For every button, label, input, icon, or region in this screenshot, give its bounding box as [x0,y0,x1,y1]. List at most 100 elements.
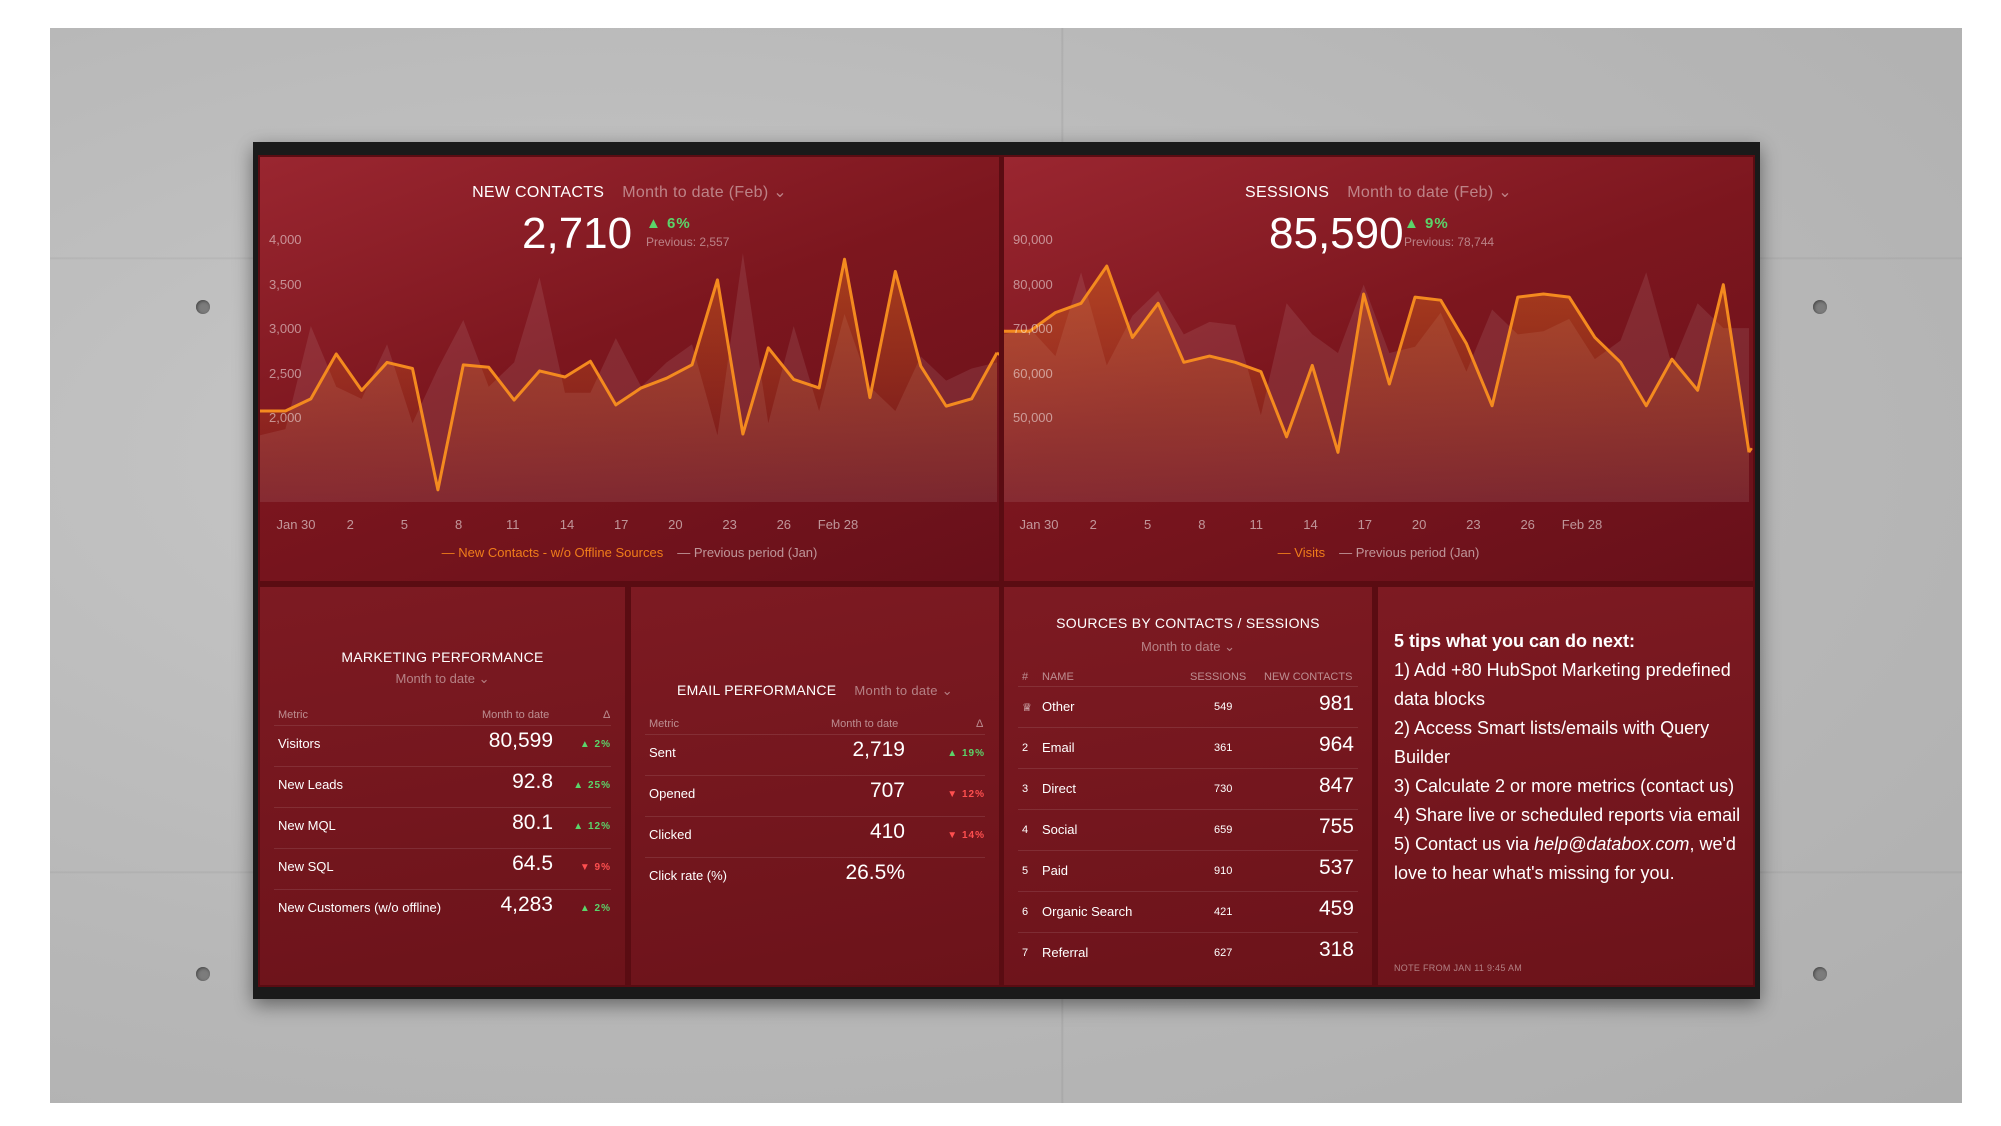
metric-label: Opened [649,786,696,801]
metric-delta: ▲ 25% [573,780,611,791]
sessions-legend: — Visits — Previous period (Jan) [1004,545,1753,560]
arrow-up-icon: ▲ [1404,215,1420,232]
table-row[interactable]: Visitors 80,599 ▲ 2% [274,725,611,767]
table-row[interactable]: New Leads 92.8 ▲ 25% [274,766,611,808]
rank-number: 4 [1022,824,1029,836]
period-label: Month to date (Feb) [622,184,769,201]
wall-hole [196,300,210,314]
email-header: EMAIL PERFORMANCE Month to date ⌄ [631,682,999,699]
sessions-delta-value: 9% [1425,215,1449,232]
metric-value: 80,599 [488,729,553,752]
y-tick-label: 50,000 [1013,410,1053,425]
source-new-contacts: 459 [1318,897,1354,920]
table-row[interactable]: New SQL 64.5 ▼ 9% [274,848,611,890]
source-new-contacts: 981 [1318,692,1354,715]
rank-number: 5 [1022,865,1029,877]
current-series-line [260,257,999,492]
metric-value: 410 [869,820,905,843]
x-tick-label: 11 [506,517,520,532]
y-tick-label: 4,000 [269,232,302,247]
tip-5-suffix: , we'd love to hear what's missing for y… [1394,834,1736,883]
sessions-value: 85,590 [1269,209,1404,258]
metric-value: 707 [869,779,905,802]
source-new-contacts: 755 [1318,815,1354,838]
metric-label: Clicked [649,827,692,842]
source-new-contacts: 537 [1318,856,1354,879]
table-row[interactable]: New Customers (w/o offline) 4,283 ▲ 2% [274,889,611,931]
metric-value: 80.1 [512,811,553,834]
table-row[interactable]: Sent 2,719 ▲ 19% [645,734,985,776]
col-delta: Δ [603,709,611,721]
metric-delta: ▼ 12% [947,789,985,800]
legend-item-previous: — Previous period (Jan) [677,545,818,560]
source-new-contacts: 318 [1318,938,1354,961]
x-tick-label: 8 [454,517,463,532]
period-selector[interactable]: Month to date (Feb) ⌄ [1347,184,1512,201]
tip-5-prefix: 5) Contact us via [1394,834,1535,854]
table-row[interactable]: 7 Referral 627 318 [1018,932,1358,974]
x-tick-label: Jan 30 [276,517,316,532]
x-tick-label: 14 [1303,517,1318,532]
support-email-link[interactable]: help@databox.com [1534,834,1690,854]
source-sessions: 549 [1214,701,1233,713]
table-row[interactable]: 6 Organic Search 421 459 [1018,891,1358,933]
y-tick-label: 3,500 [269,276,302,292]
metric-label: New MQL [278,818,336,833]
tip-2: 2) Access Smart lists/emails with Query … [1394,718,1710,767]
x-tick-label: 11 [1249,517,1263,532]
rank-number: 3 [1022,783,1029,795]
email-title: EMAIL PERFORMANCE [677,682,837,698]
table-row[interactable]: Click rate (%) 26.5% [645,857,985,899]
table-row[interactable]: ♕ Other 549 981 [1018,686,1358,728]
source-name: Referral [1042,945,1089,960]
email-performance-panel: EMAIL PERFORMANCE Month to date ⌄ Metric … [631,587,999,985]
x-tick-label: 17 [1357,517,1373,532]
x-tick-label: 26 [1520,517,1535,532]
legend-item-current: — New Contacts - w/o Offline Sources [441,545,664,560]
period-selector[interactable]: Month to date ⌄ [1004,639,1372,655]
tip-4: 4) Share live or scheduled reports via e… [1394,805,1741,825]
metric-value: 4,283 [500,893,553,916]
period-label: Month to date (Feb) [1347,184,1494,201]
x-tick-label: 26 [776,517,792,532]
metric-label: Click rate (%) [649,868,728,883]
new-contacts-delta: ▲ 6% [646,215,691,232]
x-tick-label: 2 [346,517,354,532]
period-selector[interactable]: Month to date ⌄ [854,683,953,698]
metric-label: New Customers (w/o offline) [278,900,442,915]
sessions-panel: SESSIONS Month to date (Feb) ⌄ 85,590 ▲ 9… [1004,157,1753,581]
col-name: NAME [1042,671,1074,683]
period-selector[interactable]: Month to date (Feb) ⌄ [622,184,787,201]
x-tick-label: 5 [1143,517,1152,532]
sessions-header: SESSIONS Month to date (Feb) ⌄ [1004,182,1753,202]
x-tick-label: Feb 28 [817,517,859,532]
y-tick-label: 80,000 [1013,276,1053,292]
table-row[interactable]: New MQL 80.1 ▲ 12% [274,807,611,849]
metric-delta: ▼ 9% [579,862,611,873]
table-row[interactable]: Opened 707 ▼ 12% [645,775,985,817]
legend-previous-label: Previous period (Jan) [1355,545,1480,560]
chevron-down-icon: ⌄ [1224,639,1236,654]
source-name: Email [1042,740,1075,755]
table-row[interactable]: 4 Social 659 755 [1018,809,1358,851]
chevron-down-icon: ⌄ [773,184,787,201]
arrow-up-icon: ▲ [646,215,662,232]
metric-delta: ▲ 12% [573,821,611,832]
new-contacts-title: NEW CONTACTS [472,184,605,201]
period-selector[interactable]: Month to date ⌄ [260,671,625,687]
source-name: Other [1042,699,1075,714]
new-contacts-value: 2,710 [522,209,633,258]
table-row[interactable]: 5 Paid 910 537 [1018,850,1358,892]
table-row[interactable]: 3 Direct 730 847 [1018,768,1358,810]
x-tick-label: 23 [722,517,737,532]
source-sessions: 627 [1214,947,1233,959]
col-metric: Metric [278,709,308,721]
tips-heading: 5 tips what you can do next: [1394,631,1636,651]
col-metric: Metric [649,718,679,730]
source-sessions: 659 [1214,824,1233,836]
col-month-to-date: Month to date [831,718,899,730]
x-tick-label: 20 [668,517,683,532]
table-row[interactable]: Clicked 410 ▼ 14% [645,816,985,858]
table-row[interactable]: 2 Email 361 964 [1018,727,1358,769]
source-name: Direct [1042,781,1076,796]
